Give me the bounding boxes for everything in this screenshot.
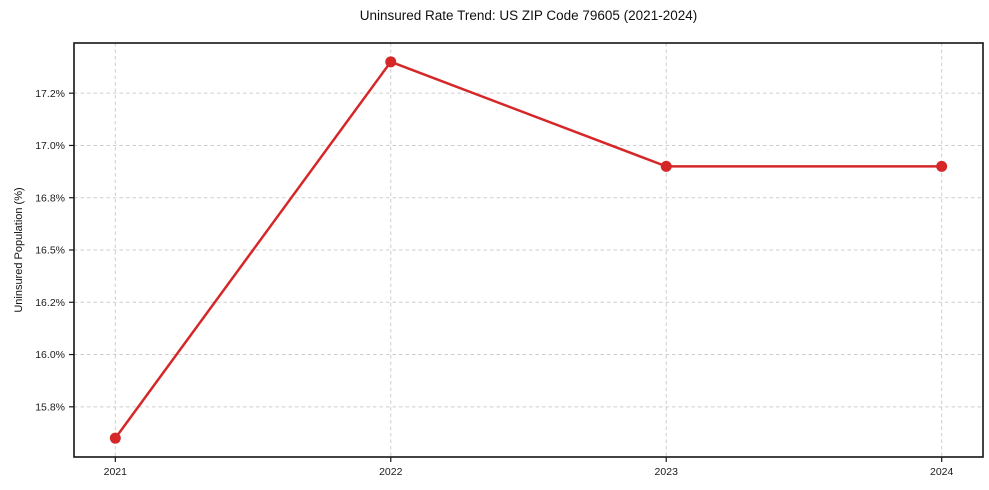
data-point-2022: [385, 56, 397, 68]
y-tick-label: 17.0%: [35, 140, 65, 152]
trend-line: [114, 60, 943, 440]
data-point-2023: [660, 160, 672, 172]
y-tick-label: 16.5%: [35, 245, 65, 257]
y-tick-label: 15.8%: [35, 402, 65, 414]
y-tick-label: 17.2%: [35, 88, 65, 100]
data-point-2021: [109, 432, 121, 444]
axis-frame: [73, 42, 984, 458]
y-tick-label: 16.2%: [35, 297, 65, 309]
x-tick-label: 2024: [930, 466, 954, 478]
y-tick-label: 16.0%: [35, 349, 65, 361]
x-tick-label: 2023: [655, 466, 679, 478]
x-tick-label: 2022: [379, 466, 403, 478]
data-point-2024: [936, 160, 948, 172]
chart-title: Uninsured Rate Trend: US ZIP Code 79605 …: [359, 8, 698, 23]
y-tick-label: 16.8%: [35, 192, 65, 204]
x-tick-label: 2021: [104, 466, 128, 478]
